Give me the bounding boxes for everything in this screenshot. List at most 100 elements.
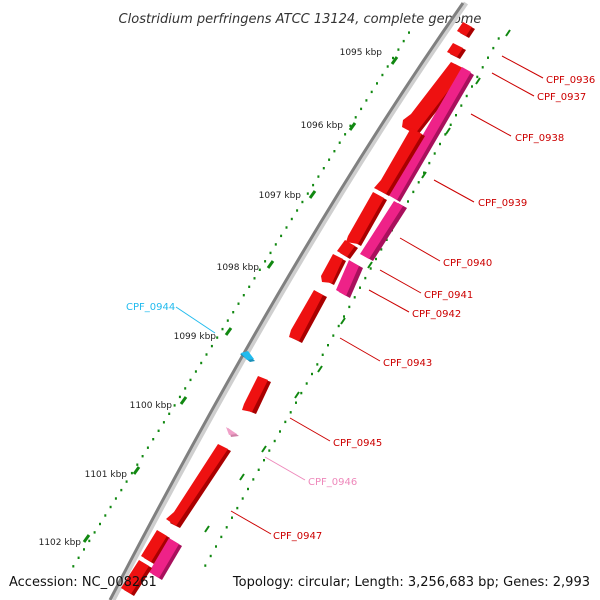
scale-dash xyxy=(239,473,245,481)
gene-lower-3[interactable] xyxy=(121,560,152,596)
gene-label[interactable]: CPF_0943 xyxy=(383,358,432,369)
leader-line-CPF_0943 xyxy=(339,337,381,362)
scale-dash xyxy=(294,391,300,399)
scale-dot xyxy=(449,123,452,126)
scale-dot xyxy=(284,420,287,424)
scale-dot xyxy=(242,294,245,297)
gene-CPF_0947[interactable] xyxy=(166,444,231,528)
scale-dot xyxy=(184,387,187,390)
gene-CPF_0939[interactable] xyxy=(374,128,425,196)
scale-dot xyxy=(322,167,325,170)
scale-dot xyxy=(492,46,495,50)
scale-dot xyxy=(465,94,468,98)
tick-label-1097: 1097 kbp xyxy=(259,191,302,201)
scale-dot xyxy=(301,200,304,204)
gene-CPF_0944[interactable] xyxy=(240,351,255,362)
gene-label[interactable]: CPF_0939 xyxy=(478,198,527,209)
gene-lower-1[interactable] xyxy=(141,530,170,564)
gene-label[interactable]: CPF_0937 xyxy=(537,92,586,103)
gene-label[interactable]: CPF_0938 xyxy=(515,133,564,144)
scale-dot xyxy=(359,286,361,289)
scale-dot xyxy=(99,522,101,526)
gene-label[interactable]: CPF_0940 xyxy=(443,258,492,269)
gene-label[interactable]: CPF_0944 xyxy=(126,302,175,313)
gene-CPF_0937[interactable] xyxy=(447,43,466,59)
scale-dot xyxy=(157,429,160,432)
scale-dot xyxy=(120,488,123,492)
gene-CPF_0939-cds[interactable] xyxy=(360,201,407,261)
scale-dot xyxy=(236,506,239,510)
scale-dash xyxy=(261,445,267,453)
gene-CPF_0946[interactable] xyxy=(226,427,239,437)
gene-lower-2[interactable] xyxy=(149,538,182,580)
scale-tick xyxy=(82,534,91,543)
scale-dot xyxy=(200,361,203,365)
scale-dot xyxy=(141,455,144,458)
scale-dot xyxy=(268,449,271,452)
scale-dot xyxy=(332,334,335,337)
scale-dot xyxy=(392,56,394,60)
gene-label[interactable]: CPF_0946 xyxy=(308,477,357,488)
gene-label[interactable]: CPF_0942 xyxy=(412,309,461,320)
scale-dot xyxy=(241,497,244,500)
scale-dot xyxy=(215,545,217,548)
scale-tick xyxy=(348,122,357,131)
scale-dot xyxy=(247,487,249,491)
gene-CPF_0938[interactable] xyxy=(402,62,468,135)
scale-dot xyxy=(264,260,267,263)
scale-tick xyxy=(224,327,233,336)
scale-dash xyxy=(445,127,451,135)
scale-dot xyxy=(428,161,431,165)
scale-dot xyxy=(321,353,324,356)
scale-dot xyxy=(343,315,345,318)
scale-dot xyxy=(376,82,378,85)
gene-CPF_0941[interactable] xyxy=(321,254,346,285)
gene-CPF_0938-cds[interactable] xyxy=(388,67,474,202)
tick-label-1100: 1100 kbp xyxy=(130,401,173,411)
scale-dot xyxy=(380,248,383,251)
tick-label-1096: 1096 kbp xyxy=(301,121,344,131)
scale-dot xyxy=(130,471,133,475)
scale-dot xyxy=(252,478,255,481)
scale-dot xyxy=(136,463,139,466)
scale-dot xyxy=(295,401,297,404)
leader-line-CPF_0938 xyxy=(470,113,512,137)
scale-dot xyxy=(88,539,91,543)
scale-tick xyxy=(179,396,188,405)
scale-dot xyxy=(364,276,367,280)
scale-dot xyxy=(365,99,368,102)
scale-dot xyxy=(146,446,149,449)
scale-dot xyxy=(433,152,436,155)
scale-dot xyxy=(386,65,389,68)
scale-dot xyxy=(290,217,293,221)
leader-line-CPF_0937 xyxy=(491,72,535,97)
gene-CPF_0936[interactable] xyxy=(457,22,475,38)
scale-dot xyxy=(408,31,410,34)
scale-dash xyxy=(317,365,323,373)
scale-dot xyxy=(412,190,415,194)
tick-label-1101: 1101 kbp xyxy=(85,470,128,480)
leader-line-CPF_0945 xyxy=(289,417,331,442)
gene-CPF_0943[interactable] xyxy=(289,290,327,343)
leader-line-CPF_0942 xyxy=(368,289,410,313)
scale-dot xyxy=(476,75,479,79)
gene-CPF_0945[interactable] xyxy=(242,376,271,414)
scale-dot xyxy=(178,395,181,399)
gene-CPF_0942[interactable] xyxy=(336,260,363,298)
scale-dot xyxy=(162,421,165,424)
gene-labels: CPF_0936 CPF_0937 CPF_0938 CPF_0939 CPF_… xyxy=(126,75,595,542)
gene-label[interactable]: CPF_0947 xyxy=(273,531,322,542)
scale-dot xyxy=(348,305,351,309)
genome-backbone xyxy=(108,2,465,600)
scale-dot xyxy=(455,114,457,117)
scale-dot xyxy=(312,183,315,187)
scale-dot xyxy=(333,150,336,153)
gene-label[interactable]: CPF_0936 xyxy=(546,75,595,86)
gene-CPF_0940[interactable] xyxy=(337,192,387,259)
scale-dot xyxy=(83,548,85,551)
gene-label[interactable]: CPF_0945 xyxy=(333,438,382,449)
scale-dot xyxy=(93,531,96,534)
scale-dot xyxy=(205,353,208,356)
scale-tick xyxy=(390,56,399,65)
gene-label[interactable]: CPF_0941 xyxy=(424,290,473,301)
